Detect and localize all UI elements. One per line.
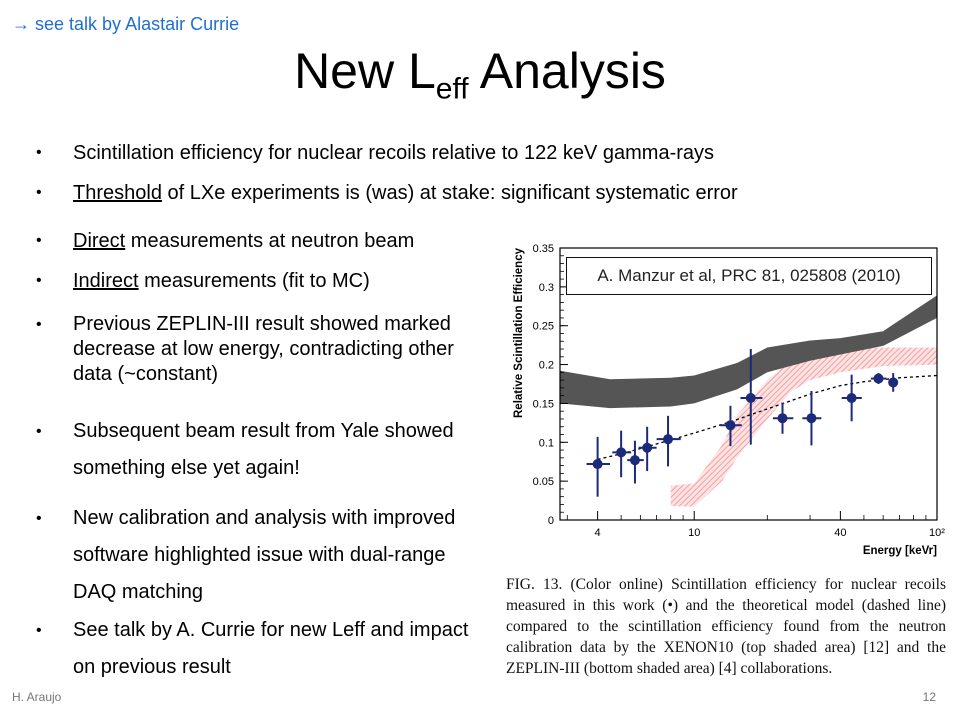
see-talk-text: see talk by Alastair Currie <box>35 14 240 34</box>
figure-caption: FIG. 13. (Color online) Scintillation ef… <box>506 576 946 677</box>
bullet-dot-icon: • <box>36 510 42 527</box>
bullet-item: • Previous ZEPLIN-III result showed marke… <box>36 312 491 387</box>
bullet-text-part: of LXe experiments is (was) at stake: si… <box>161 182 738 204</box>
zeplin3-band <box>670 347 937 507</box>
bullet-text: Direct measurements at neutron beam <box>36 226 556 256</box>
bullet-text-part: New calibration and analysis with improv… <box>73 507 456 603</box>
data-point <box>638 426 657 472</box>
bullet-dot-icon: • <box>36 316 42 333</box>
data-marker <box>725 420 736 431</box>
data-marker <box>629 455 640 466</box>
bullet-text: Indirect measurements (fit to MC) <box>36 266 556 296</box>
bullet-item: • See talk by A. Currie for new Leff and … <box>36 612 491 686</box>
bullet-item: • Threshold of LXe experiments is (was) a… <box>36 178 936 208</box>
bullet-text-part: measurements at neutron beam <box>125 230 415 252</box>
model-dashed-line <box>597 374 938 461</box>
underlined-term: Threshold <box>73 182 162 204</box>
bullet-dot-icon: • <box>36 423 42 440</box>
y-tick-label: 0.2 <box>539 360 554 372</box>
underlined-term: Direct <box>73 230 126 252</box>
bullet-text: Threshold of LXe experiments is (was) at… <box>36 178 936 208</box>
y-tick-label: 0.1 <box>539 437 554 449</box>
bullet-text-part: Scintillation efficiency for nuclear rec… <box>73 142 715 164</box>
data-point <box>720 405 742 447</box>
data-marker <box>806 413 817 424</box>
arrow-icon: → <box>12 14 30 34</box>
slide-title-subscript: eff <box>435 72 469 106</box>
y-tick-label: 0.35 <box>533 243 554 255</box>
data-marker <box>592 459 603 470</box>
bullet-item: • New calibration and analysis with impro… <box>36 500 491 611</box>
y-tick-label: 0 <box>548 515 554 527</box>
see-talk-note[interactable]: → see talk by Alastair Currie <box>12 14 239 35</box>
bullet-text: See talk by A. Currie for new Leff and i… <box>36 612 491 686</box>
scintillation-chart: 0 0.05 0.1 0.15 0.2 0.25 0.3 0.35 4 10 40 10² Energy… <box>500 232 950 567</box>
data-point <box>888 373 899 392</box>
bullet-text: Previous ZEPLIN-III result showed marked… <box>36 312 491 387</box>
data-point <box>740 349 763 445</box>
y-tick-label: 0.15 <box>533 398 554 410</box>
data-marker <box>642 442 653 453</box>
x-tick-label: 4 <box>595 527 601 539</box>
plot-frame <box>559 247 938 521</box>
data-point <box>802 390 822 446</box>
citation-text: A. Manzur et al, PRC 81, 025808 (2010) <box>597 266 901 285</box>
y-tick-label: 0.25 <box>533 321 554 333</box>
data-point <box>870 373 887 384</box>
bullet-item: • Indirect measurements (fit to MC) <box>36 266 556 296</box>
y-axis-label: Relative Scintillation Efficiency <box>513 247 525 418</box>
bullet-dot-icon: • <box>36 232 42 249</box>
data-point <box>612 430 632 478</box>
data-marker <box>777 413 788 424</box>
data-point <box>586 436 611 497</box>
bullet-text-part: measurements (fit to MC) <box>138 270 370 292</box>
bullet-dot-icon: • <box>36 184 42 201</box>
y-tick-label: 0.3 <box>539 282 554 294</box>
bullet-text: Subsequent beam result from Yale showed … <box>36 413 491 487</box>
data-marker <box>873 373 884 384</box>
page-number: 12 <box>922 690 936 704</box>
xenon10-band <box>560 295 937 409</box>
slide-title: New Leff Analysis <box>0 44 960 106</box>
bullet-text-part: See talk by A. Currie for new Leff and i… <box>73 619 469 678</box>
data-point <box>627 440 644 484</box>
x-axis-label: Energy [keVr] <box>863 545 937 557</box>
bullet-dot-icon: • <box>36 272 42 289</box>
slide-title-main: New L <box>294 43 436 99</box>
underlined-term: Indirect <box>73 270 139 292</box>
data-point <box>772 402 794 434</box>
data-point <box>656 415 681 467</box>
bullet-text: Scintillation efficiency for nuclear rec… <box>36 138 936 168</box>
citation-box: A. Manzur et al, PRC 81, 025808 (2010) <box>566 257 932 295</box>
data-marker <box>616 447 627 458</box>
bullet-item: • Subsequent beam result from Yale showed… <box>36 413 491 487</box>
bullet-item: • Direct measurements at neutron beam <box>36 226 556 256</box>
bullet-text-part: Previous ZEPLIN-III result showed marked… <box>73 313 454 385</box>
x-tick-label: 40 <box>834 527 846 539</box>
y-tick-label: 0.05 <box>533 476 554 488</box>
data-marker <box>888 377 899 388</box>
data-point <box>841 374 862 422</box>
bullet-dot-icon: • <box>36 622 42 639</box>
x-tick-label: 10² <box>929 527 945 539</box>
data-marker <box>663 434 674 445</box>
slide-title-tail: Analysis <box>468 43 666 99</box>
data-marker <box>745 392 756 403</box>
x-tick-label: 10 <box>688 527 700 539</box>
chart-svg: 0 0.05 0.1 0.15 0.2 0.25 0.3 0.35 4 10 40 10² Energy… <box>513 243 945 557</box>
data-marker <box>846 392 857 403</box>
bullet-item: • Scintillation efficiency for nuclear re… <box>36 138 936 168</box>
bullet-text: New calibration and analysis with improv… <box>36 500 491 611</box>
footer-author: H. Araujo <box>12 690 62 704</box>
bullet-dot-icon: • <box>36 144 42 161</box>
bullet-text-part: Subsequent beam result from Yale showed … <box>73 420 454 479</box>
